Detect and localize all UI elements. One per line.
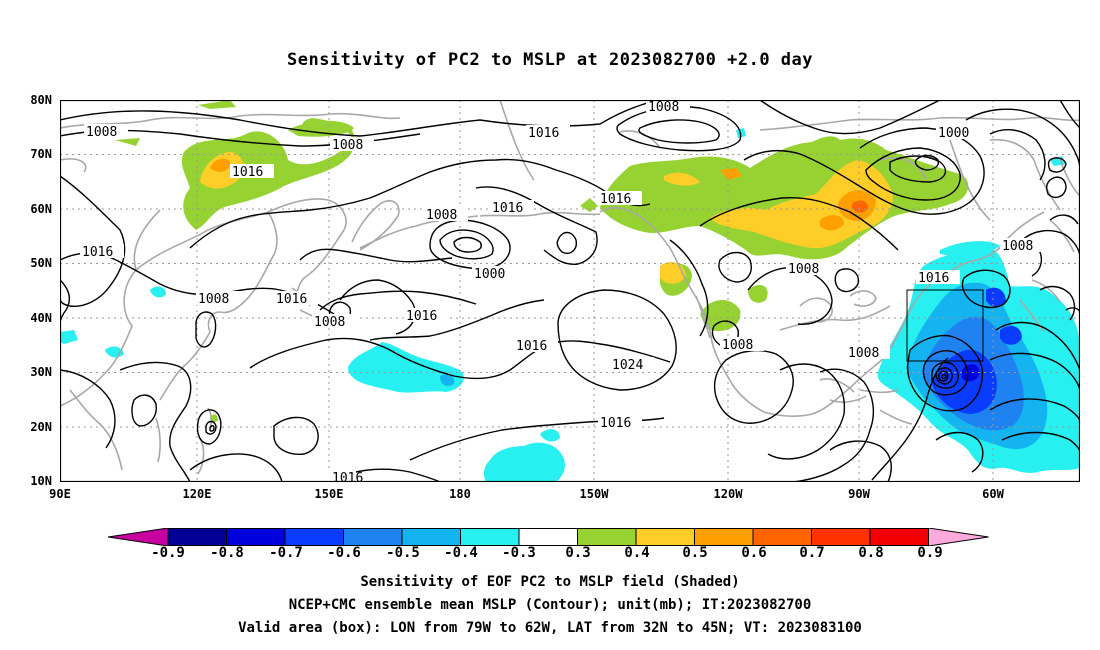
plot-title: Sensitivity of PC2 to MSLP at 2023082700…: [286, 50, 813, 70]
colorbar-segment: [577, 528, 637, 546]
colorbar-segment: [401, 528, 461, 546]
contour-label: 1008: [788, 262, 819, 277]
contour-label: 1024: [612, 358, 643, 373]
colorbar-segment: [752, 528, 812, 546]
colorbar-label: 0.5: [682, 545, 708, 561]
caption-line-2: NCEP+CMC ensemble mean MSLP (Contour); u…: [288, 597, 812, 613]
contour-label: 1016: [918, 271, 949, 286]
colorbar-label: 0.8: [858, 545, 884, 561]
lon-label-90e: 90E: [49, 487, 71, 501]
coastlines: [60, 100, 1080, 475]
lat-label-40n: 40N: [30, 311, 52, 325]
colorbar-label: -0.6: [327, 545, 361, 561]
colorbar-label: -0.9: [151, 545, 185, 561]
colorbar-segment: [284, 528, 344, 546]
colorbar-label: 0.3: [565, 545, 591, 561]
contour-label: 1008: [1002, 239, 1033, 254]
lat-label-80n: 80N: [30, 93, 52, 107]
contour-label: 1008: [648, 100, 679, 115]
colorbar-label: -0.8: [210, 545, 244, 561]
colorbar-segment: [694, 528, 754, 546]
contour-label: 1008: [198, 292, 229, 307]
lon-label-90w: 90W: [848, 487, 870, 501]
contour-label: 1016: [332, 471, 363, 482]
map-frame: [60, 100, 1080, 482]
colorbar-segment: [518, 528, 578, 546]
contour-labels: 1008 1008 1016 1008 1000 1016 1016 1008 …: [80, 100, 1044, 482]
colorbar-label: 0.4: [624, 545, 650, 561]
colorbar-high-arrow: [928, 528, 989, 546]
colorbar-segment: [167, 528, 227, 546]
lat-label-60n: 60N: [30, 202, 52, 216]
contour-label: 1016: [82, 245, 113, 260]
lat-label-70n: 70N: [30, 147, 52, 161]
contour-label: 1016: [600, 192, 631, 207]
lat-label-50n: 50N: [30, 256, 52, 270]
contour-label: 1008: [722, 338, 753, 353]
lon-label-150w: 150W: [579, 487, 609, 501]
contour-label: 1016: [600, 416, 631, 431]
contour-label: 1008: [848, 346, 879, 361]
colorbar-label: -0.5: [386, 545, 420, 561]
colorbar-label: -0.3: [502, 545, 536, 561]
colorbar-low-arrow: [108, 528, 169, 546]
colorbar-segment: [869, 528, 929, 546]
contour-label: 1008: [332, 138, 363, 153]
contour-label: 1016: [516, 339, 547, 354]
colorbar-segment: [811, 528, 871, 546]
contour-label: 1016: [406, 309, 437, 324]
contour-label: 1016: [492, 201, 523, 216]
colorbar-segment: [460, 528, 520, 546]
lon-label-120e: 120E: [182, 487, 212, 501]
colorbar-label: 0.7: [799, 545, 825, 561]
contour-label: 1008: [314, 315, 345, 330]
caption-line-3: Valid area (box): LON from 79W to 62W, L…: [238, 620, 862, 636]
contour-label: 1000: [938, 126, 969, 141]
contour-label: 1008: [426, 208, 457, 223]
colorbar: [108, 528, 989, 546]
colorbar-label: -0.7: [269, 545, 303, 561]
contour-label: 1016: [232, 165, 263, 180]
contour-label: 1016: [276, 292, 307, 307]
colorbar-label: 0.9: [917, 545, 943, 561]
caption-line-1: Sensitivity of EOF PC2 to MSLP field (Sh…: [360, 574, 740, 590]
valid-area-box: [906, 289, 984, 362]
colorbar-label: 0.6: [741, 545, 767, 561]
lat-label-10n: 10N: [30, 474, 52, 488]
colorbar-segment: [226, 528, 286, 546]
lat-label-20n: 20N: [30, 420, 52, 434]
lon-label-150e: 150E: [314, 487, 344, 501]
map-panel: 1008 1008 1016 1008 1000 1016 1016 1008 …: [60, 100, 1080, 482]
lon-label-180: 180: [449, 487, 471, 501]
contour-label: 1016: [528, 126, 559, 141]
contour-label: 1008: [86, 125, 117, 140]
colorbar-segment: [343, 528, 403, 546]
colorbar-segment: [635, 528, 695, 546]
contour-label: 1000: [474, 267, 505, 282]
lon-label-120w: 120W: [713, 487, 743, 501]
lat-label-30n: 30N: [30, 365, 52, 379]
lon-label-60w: 60W: [982, 487, 1004, 501]
colorbar-label: -0.4: [444, 545, 478, 561]
